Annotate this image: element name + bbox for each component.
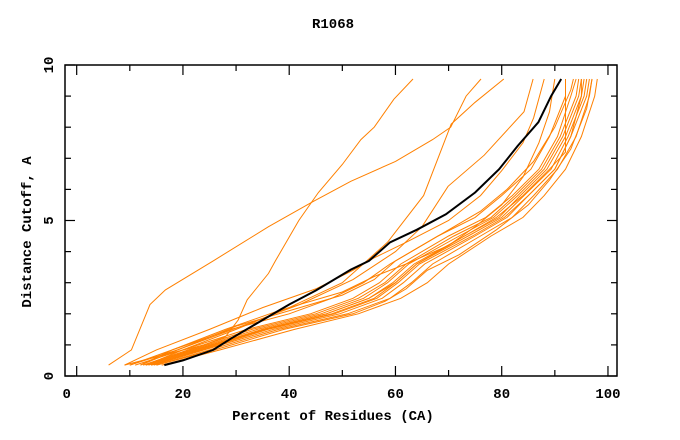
highlight-layer [164, 78, 563, 367]
y-tick-label: 0 [42, 372, 58, 380]
highlight-series-line [164, 78, 563, 367]
series-line-model-g [150, 78, 588, 366]
x-tick-label: 60 [387, 387, 404, 403]
series-line-model-h [145, 78, 577, 366]
series-line-model-k [153, 78, 590, 366]
series-line-model-o [150, 78, 585, 366]
series-layer [108, 78, 598, 366]
x-axis-label: Percent of Residues (CA) [232, 409, 434, 425]
series-line-model-q [142, 78, 580, 366]
series-line-model-m [140, 79, 566, 366]
series-line-model-f [129, 78, 556, 366]
tick-label-layer: 0 20 40 60 80 100 0 5 10 [42, 57, 621, 403]
series-line-model-e [124, 78, 545, 366]
x-tick-label: 20 [175, 387, 192, 403]
series-line-model-j [145, 78, 582, 366]
series-line-model-r [156, 78, 593, 366]
plot-frame [64, 64, 618, 377]
series-line-model-c [134, 78, 505, 366]
x-tick-label: 0 [62, 387, 70, 403]
y-tick-label: 10 [42, 57, 58, 74]
x-tick-label: 40 [281, 387, 298, 403]
series-line-model-a [108, 78, 482, 366]
tick-layer [65, 64, 617, 377]
series-line-model-n [145, 79, 566, 366]
y-axis-label: Distance Cutoff, A [20, 156, 36, 308]
y-tick-label: 5 [42, 216, 58, 224]
x-tick-label: 80 [493, 387, 510, 403]
series-line-model-i [156, 78, 593, 366]
series-line-model-p [148, 79, 582, 366]
chart-title: R1068 [312, 17, 354, 33]
series-line-model-s [140, 78, 574, 366]
x-tick-label: 100 [595, 387, 620, 403]
series-line-model-b [124, 78, 414, 366]
series-line-model-l [161, 78, 598, 366]
series-line-model-d [129, 78, 534, 366]
